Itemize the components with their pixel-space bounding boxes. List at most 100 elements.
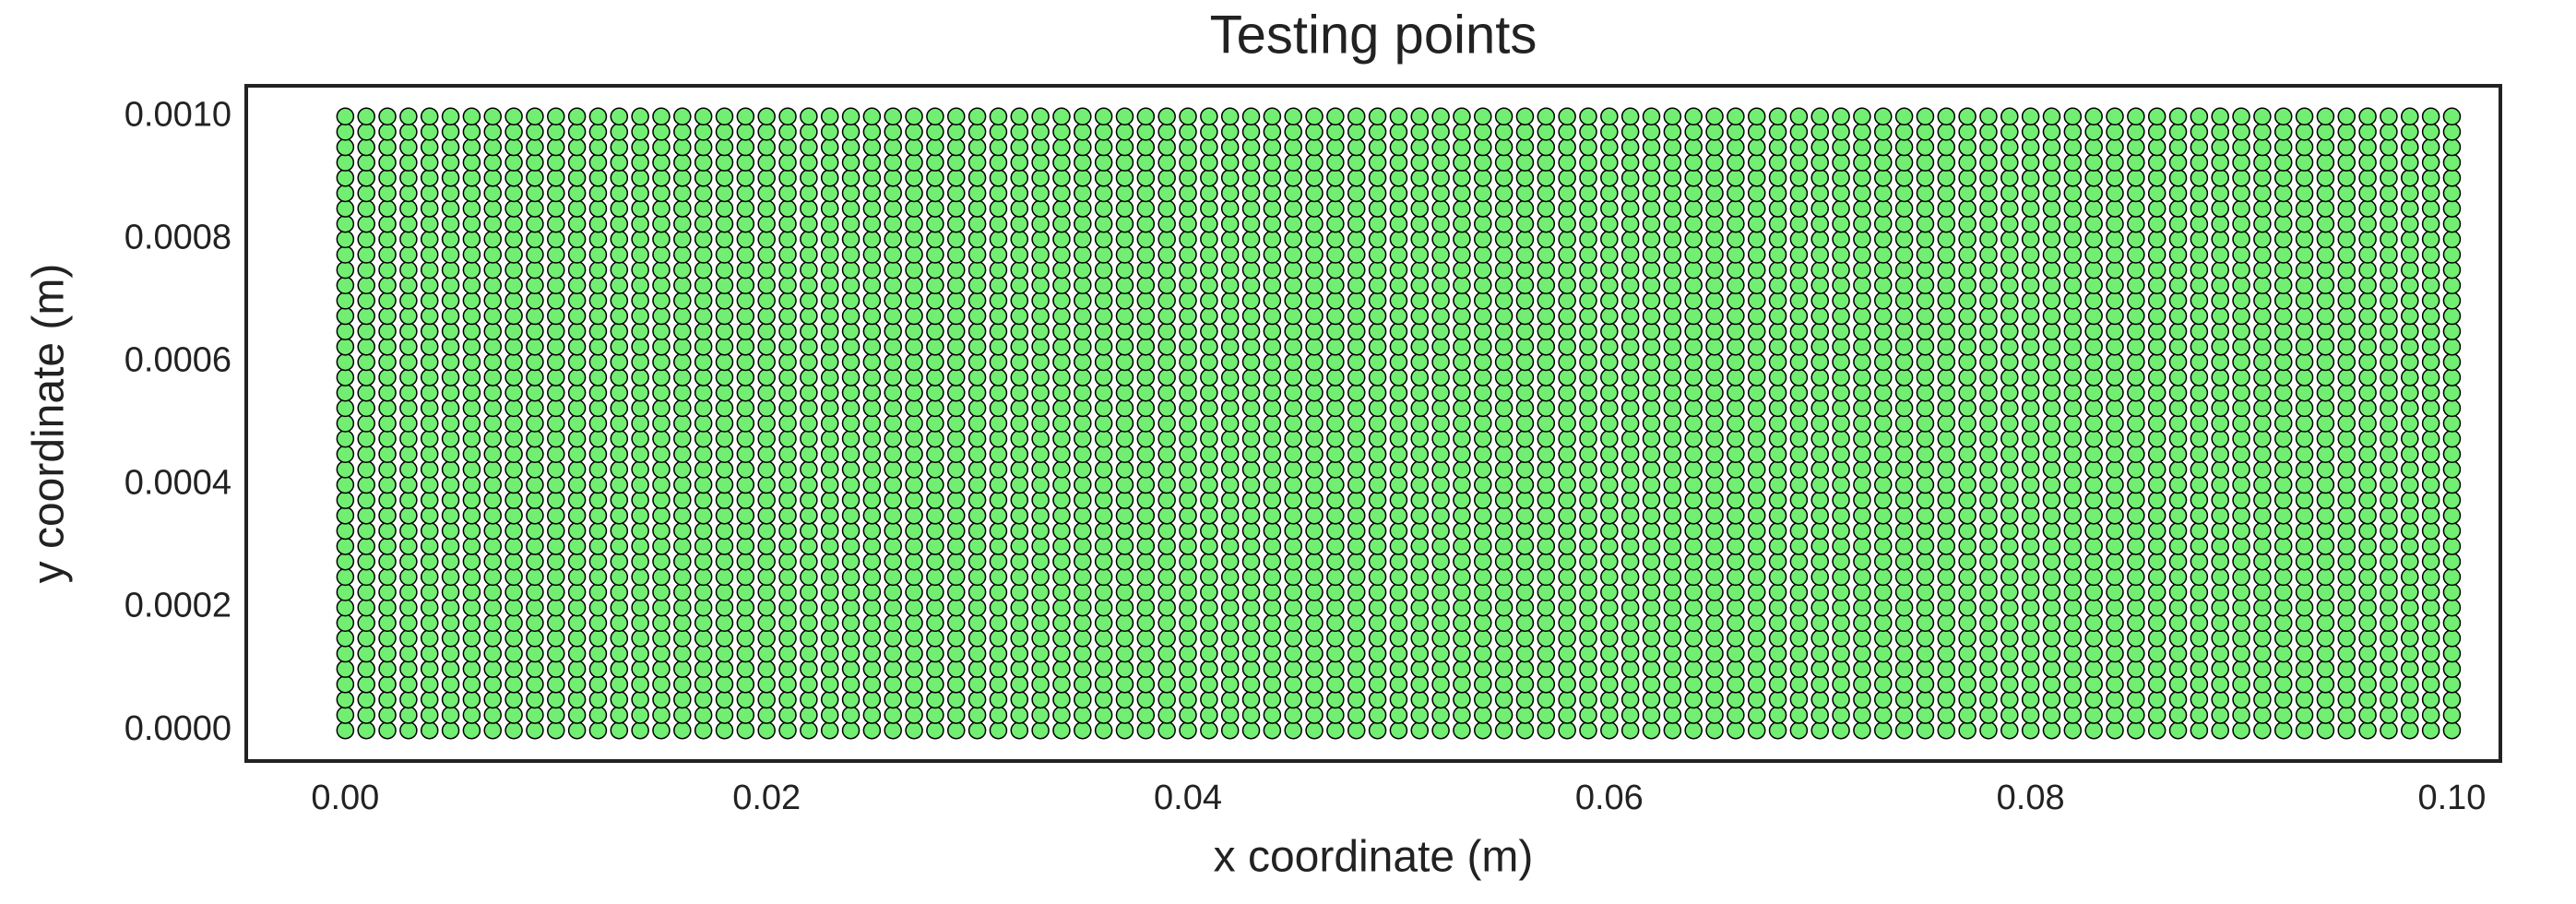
point bbox=[1768, 322, 1787, 340]
point bbox=[673, 644, 692, 663]
point bbox=[1727, 660, 1745, 678]
point bbox=[1579, 352, 1597, 372]
point bbox=[1958, 567, 1977, 587]
point bbox=[715, 184, 734, 203]
point bbox=[1832, 352, 1850, 372]
point bbox=[1453, 583, 1471, 601]
point bbox=[2147, 306, 2166, 326]
point bbox=[989, 644, 1008, 663]
point bbox=[526, 245, 544, 264]
point bbox=[2442, 199, 2462, 218]
point bbox=[1200, 338, 1218, 356]
point bbox=[2337, 675, 2356, 694]
point bbox=[2273, 398, 2293, 418]
point bbox=[1747, 107, 1766, 126]
point bbox=[399, 506, 418, 525]
point bbox=[1220, 368, 1240, 387]
point bbox=[1558, 706, 1576, 724]
point bbox=[862, 398, 882, 418]
point bbox=[862, 414, 882, 433]
point bbox=[673, 414, 692, 433]
point bbox=[1494, 214, 1514, 233]
point bbox=[1136, 291, 1156, 310]
point bbox=[1136, 306, 1156, 326]
point bbox=[1810, 123, 1829, 141]
point bbox=[526, 720, 544, 740]
point bbox=[2295, 137, 2314, 157]
point bbox=[800, 322, 818, 340]
point bbox=[1389, 491, 1408, 509]
point bbox=[1347, 169, 1366, 187]
point bbox=[1768, 644, 1787, 663]
point bbox=[673, 690, 692, 709]
point bbox=[1263, 306, 1282, 326]
point bbox=[1284, 475, 1302, 494]
point bbox=[1684, 322, 1703, 340]
point bbox=[1558, 368, 1576, 387]
point bbox=[2147, 153, 2166, 172]
point bbox=[2211, 199, 2229, 218]
point bbox=[505, 383, 523, 402]
point bbox=[1537, 567, 1556, 587]
point bbox=[1347, 230, 1366, 249]
point bbox=[673, 506, 692, 525]
point bbox=[800, 644, 818, 663]
point bbox=[926, 660, 944, 678]
point bbox=[2084, 322, 2103, 340]
point bbox=[2273, 276, 2293, 295]
point bbox=[1874, 153, 1893, 172]
point bbox=[1031, 537, 1050, 555]
point bbox=[1031, 552, 1050, 571]
point bbox=[2401, 414, 2419, 433]
point bbox=[2421, 537, 2440, 555]
point bbox=[2442, 521, 2462, 541]
point bbox=[1894, 491, 1914, 509]
point bbox=[946, 644, 966, 663]
point bbox=[800, 720, 818, 740]
point bbox=[946, 706, 966, 724]
point bbox=[1368, 260, 1387, 280]
point bbox=[1410, 276, 1430, 295]
point bbox=[2273, 123, 2293, 141]
point bbox=[1031, 460, 1050, 479]
point bbox=[926, 460, 944, 479]
point bbox=[1494, 629, 1514, 648]
point bbox=[1389, 338, 1408, 356]
point bbox=[820, 475, 839, 494]
point bbox=[1010, 153, 1029, 172]
point bbox=[1600, 706, 1619, 724]
point bbox=[652, 153, 671, 172]
point bbox=[989, 199, 1008, 218]
point bbox=[567, 184, 587, 203]
point bbox=[1537, 245, 1556, 264]
point bbox=[1157, 552, 1176, 571]
point bbox=[1789, 521, 1809, 541]
point bbox=[926, 199, 944, 218]
point bbox=[357, 322, 375, 340]
point bbox=[483, 383, 502, 402]
point bbox=[2042, 644, 2061, 663]
point bbox=[967, 137, 987, 157]
point bbox=[2084, 506, 2103, 525]
point bbox=[2442, 322, 2462, 340]
point bbox=[1410, 137, 1430, 157]
point bbox=[567, 445, 587, 464]
point bbox=[1094, 720, 1113, 740]
point bbox=[1389, 521, 1408, 541]
point bbox=[1874, 537, 1893, 555]
point bbox=[1179, 291, 1197, 310]
point bbox=[715, 429, 734, 448]
point bbox=[505, 491, 523, 509]
point bbox=[567, 230, 587, 249]
point bbox=[1115, 123, 1134, 141]
point bbox=[884, 537, 902, 555]
point bbox=[1684, 613, 1703, 633]
point bbox=[1894, 230, 1914, 249]
point bbox=[483, 690, 502, 709]
point bbox=[1200, 706, 1218, 724]
point bbox=[2042, 706, 2061, 724]
point bbox=[1031, 352, 1050, 372]
point bbox=[820, 429, 839, 448]
point bbox=[2380, 675, 2398, 694]
point bbox=[2316, 260, 2335, 280]
